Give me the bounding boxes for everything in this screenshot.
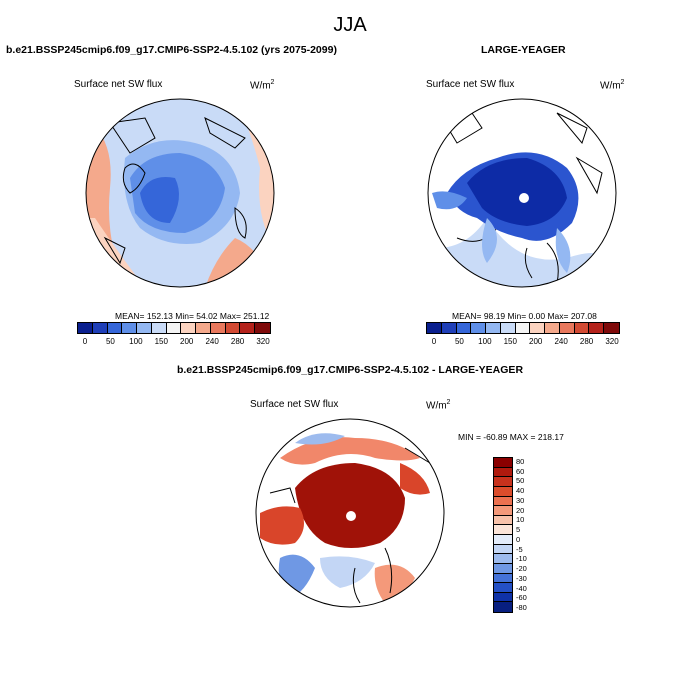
left-colorbar: [77, 322, 271, 334]
colorbar-tick-label: 20: [516, 505, 525, 515]
colorbar-tick-label: 320: [256, 337, 270, 346]
colorbar-tick-label: 50: [105, 337, 115, 346]
right-colorbar: [426, 322, 620, 334]
colorbar-cell: [494, 602, 512, 612]
colorbar-cell: [166, 323, 182, 333]
colorbar-cell: [107, 323, 123, 333]
colorbar-tick-label: -20: [516, 564, 527, 574]
colorbar-tick-label: 30: [516, 495, 525, 505]
colorbar-cell: [494, 477, 512, 487]
left-panel-title: b.e21.BSSP245cmip6.f09_g17.CMIP6-SSP2-4.…: [6, 44, 337, 56]
colorbar-cell: [604, 323, 619, 333]
colorbar-cell: [494, 458, 512, 468]
colorbar-cell: [78, 323, 93, 333]
colorbar-tick-label: 240: [554, 337, 568, 346]
left-colorbar-ticks: 0 50 100 150 200 240 280 320: [77, 337, 271, 349]
colorbar-cell: [494, 544, 512, 555]
colorbar-cell: [494, 554, 512, 564]
colorbar-cell: [196, 323, 211, 333]
right-stats: MEAN= 98.19 Min= 0.00 Max= 207.08: [452, 311, 597, 321]
colorbar-tick-label: 50: [454, 337, 464, 346]
colorbar-cell: [181, 323, 197, 333]
colorbar-cell: [255, 323, 270, 333]
colorbar-cell: [530, 323, 546, 333]
diff-stats: MIN = -60.89 MAX = 218.17: [458, 432, 564, 442]
colorbar-tick-label: -80: [516, 603, 527, 613]
diff-panel-title: b.e21.BSSP245cmip6.f09_g17.CMIP6-SSP2-4.…: [176, 364, 524, 376]
colorbar-tick-label: 280: [230, 337, 245, 346]
colorbar-cell: [494, 506, 512, 516]
colorbar-cell: [441, 323, 457, 333]
colorbar-cell: [515, 323, 531, 333]
colorbar-cell: [494, 525, 512, 535]
colorbar-cell: [545, 323, 560, 333]
colorbar-cell: [486, 323, 501, 333]
colorbar-cell: [494, 583, 512, 593]
right-variable-label: Surface net SW flux: [426, 79, 515, 90]
right-colorbar-ticks: 0 50 100 150 200 240 280 320: [426, 337, 620, 349]
colorbar-tick-label: 0: [431, 337, 437, 346]
colorbar-tick-label: 200: [529, 337, 543, 346]
colorbar-tick-label: -5: [516, 544, 523, 554]
diff-variable-label: Surface net SW flux: [250, 399, 339, 410]
colorbar-cell: [494, 496, 512, 507]
diff-units-label: W/m2: [426, 399, 451, 412]
right-units-label: W/m2: [600, 79, 625, 92]
colorbar-cell: [494, 515, 512, 526]
left-variable-label: Surface net SW flux: [74, 79, 163, 90]
colorbar-cell: [494, 535, 512, 545]
colorbar-tick-label: -60: [516, 593, 527, 603]
colorbar-cell: [589, 323, 605, 333]
colorbar-tick-label: 40: [516, 486, 525, 496]
colorbar-cell: [122, 323, 138, 333]
colorbar-tick-label: 100: [129, 337, 143, 346]
colorbar-cell: [471, 323, 487, 333]
colorbar-tick-label: 50: [516, 476, 525, 486]
colorbar-cell: [494, 563, 512, 574]
colorbar-tick-label: 80: [516, 456, 525, 466]
colorbar-tick-label: 150: [503, 337, 517, 346]
left-polar-map: [85, 98, 275, 288]
colorbar-tick-label: 240: [205, 337, 219, 346]
colorbar-tick-label: 5: [516, 525, 521, 535]
colorbar-tick-label: 280: [579, 337, 594, 346]
colorbar-tick-label: 0: [82, 337, 88, 346]
diff-polar-map: [255, 418, 445, 608]
colorbar-tick-label: -30: [516, 573, 527, 583]
colorbar-tick-label: 10: [516, 515, 525, 525]
colorbar-cell: [494, 467, 512, 478]
colorbar-tick-label: 150: [154, 337, 168, 346]
colorbar-cell: [574, 323, 590, 333]
colorbar-tick-label: 60: [516, 466, 525, 476]
colorbar-cell: [151, 323, 167, 333]
colorbar-cell: [240, 323, 256, 333]
colorbar-cell: [225, 323, 241, 333]
colorbar-cell: [494, 592, 512, 603]
diff-colorbar-ticks: 80 60 50 40 30 20 10 5 0 -5 -10 -20 -30 -40 -60 -80: [516, 457, 546, 613]
colorbar-tick-label: -40: [516, 583, 527, 593]
left-units-label: W/m2: [250, 79, 275, 92]
left-stats: MEAN= 152.13 Min= 54.02 Max= 251.12: [115, 311, 270, 321]
colorbar-tick-label: 320: [605, 337, 619, 346]
colorbar-tick-label: -10: [516, 554, 527, 564]
colorbar-cell: [559, 323, 575, 333]
colorbar-tick-label: 200: [180, 337, 194, 346]
colorbar-cell: [494, 573, 512, 584]
colorbar-tick-label: 0: [516, 534, 521, 544]
colorbar-cell: [494, 486, 512, 497]
colorbar-cell: [210, 323, 226, 333]
right-panel-title: LARGE-YEAGER: [481, 44, 566, 56]
diff-colorbar: [493, 457, 513, 613]
colorbar-tick-label: 100: [478, 337, 492, 346]
right-polar-map: [427, 98, 617, 288]
colorbar-cell: [137, 323, 152, 333]
figure-title: JJA: [333, 14, 367, 36]
colorbar-cell: [456, 323, 472, 333]
colorbar-cell: [427, 323, 442, 333]
colorbar-cell: [500, 323, 516, 333]
colorbar-cell: [92, 323, 108, 333]
